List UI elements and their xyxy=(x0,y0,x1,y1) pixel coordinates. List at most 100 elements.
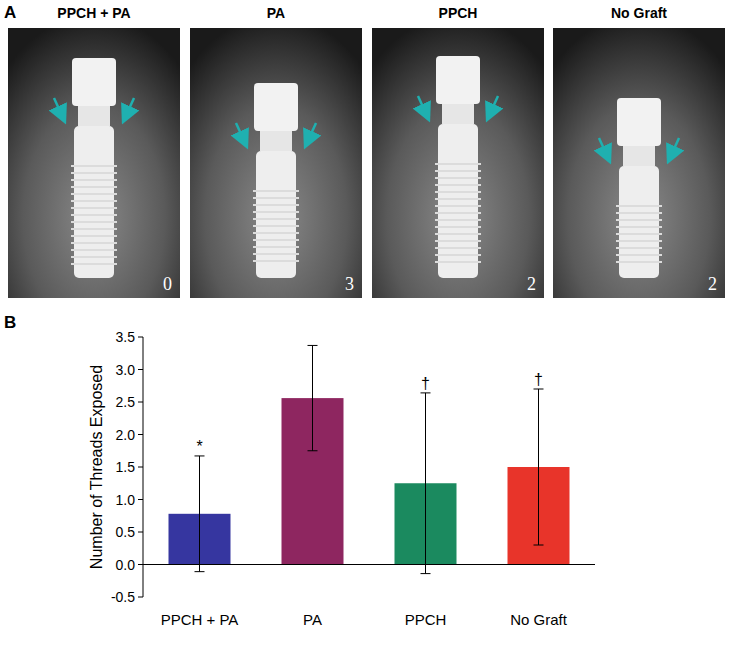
implant-thread xyxy=(71,242,117,244)
radiograph-title: PA xyxy=(267,5,285,21)
y-tick xyxy=(138,499,143,500)
implant-thread xyxy=(616,226,662,228)
implant-thread xyxy=(616,233,662,235)
implant-thread xyxy=(435,240,481,242)
implant-thread xyxy=(435,212,481,214)
radiograph-title: PPCH + PA xyxy=(57,5,130,21)
implant-thread xyxy=(71,179,117,181)
x-tick-label: PA xyxy=(303,611,322,628)
implant-thread xyxy=(435,226,481,228)
implant-thread xyxy=(616,205,662,207)
error-cap xyxy=(195,455,205,456)
arrow xyxy=(418,96,428,118)
threads-count: 2 xyxy=(708,274,717,294)
annotation: † xyxy=(534,371,543,388)
implant-thread xyxy=(435,184,481,186)
x-tick-label: PPCH + PA xyxy=(161,611,239,628)
y-tick xyxy=(138,337,143,338)
y-tick-label: 0.5 xyxy=(116,524,136,540)
panel-label: B xyxy=(4,313,16,332)
implant-neck xyxy=(78,106,110,126)
implant-thread xyxy=(71,193,117,195)
y-tick-label: 3.5 xyxy=(116,329,136,345)
annotation: † xyxy=(421,375,430,392)
implant-thread xyxy=(71,165,117,167)
arrow xyxy=(669,138,679,160)
error-cap xyxy=(308,450,318,451)
implant-thread xyxy=(435,198,481,200)
implant-thread xyxy=(71,249,117,251)
threads-count: 3 xyxy=(345,274,354,294)
y-tick-label: -0.5 xyxy=(111,589,135,605)
threads-count: 2 xyxy=(527,274,536,294)
implant-thread xyxy=(616,219,662,221)
implant-head xyxy=(436,56,480,104)
implant-thread xyxy=(253,260,299,262)
threads-count: 0 xyxy=(163,274,172,294)
implant-thread xyxy=(71,186,117,188)
y-tick xyxy=(138,402,143,403)
error-stem xyxy=(312,345,313,450)
radiograph xyxy=(8,28,180,298)
implant-thread xyxy=(616,254,662,256)
implant-thread xyxy=(253,239,299,241)
implant-thread xyxy=(253,190,299,192)
implant-thread xyxy=(435,233,481,235)
radiograph-title: PPCH xyxy=(439,5,478,21)
implant-thread xyxy=(253,204,299,206)
implant-thread xyxy=(435,170,481,172)
y-axis xyxy=(143,337,144,597)
implant-thread xyxy=(253,218,299,220)
implant-thread xyxy=(253,253,299,255)
error-stem xyxy=(199,456,200,572)
error-cap xyxy=(534,545,544,546)
y-tick xyxy=(138,532,143,533)
y-tick-label: 0.0 xyxy=(116,557,136,573)
implant-thread xyxy=(253,232,299,234)
y-axis-label: Number of Threads Exposed xyxy=(88,365,105,569)
implant-thread xyxy=(71,228,117,230)
implant-thread xyxy=(435,254,481,256)
error-bar xyxy=(534,389,544,545)
radiograph xyxy=(372,28,544,298)
implant-thread xyxy=(435,205,481,207)
implant-thread xyxy=(616,261,662,263)
implant-thread xyxy=(71,200,117,202)
radiograph xyxy=(190,28,362,298)
annotation: * xyxy=(196,438,202,455)
error-cap xyxy=(195,571,205,572)
implant-thread xyxy=(435,177,481,179)
y-tick-label: 1.5 xyxy=(116,459,136,475)
implant-thread xyxy=(71,256,117,258)
error-cap xyxy=(421,573,431,574)
x-tick-label: No Graft xyxy=(510,611,568,628)
implant-head xyxy=(617,98,661,146)
error-bar xyxy=(421,393,431,574)
marks xyxy=(169,345,570,573)
implant-thread xyxy=(253,197,299,199)
implant-thread xyxy=(435,163,481,165)
arrow xyxy=(124,98,134,120)
arrow xyxy=(236,123,246,145)
implant-body xyxy=(256,151,296,278)
y-tick xyxy=(138,564,143,565)
implant-neck xyxy=(442,104,474,124)
error-bar xyxy=(308,345,318,450)
implant-thread xyxy=(71,221,117,223)
y-tick xyxy=(138,597,143,598)
error-cap xyxy=(421,392,431,393)
implant-head xyxy=(72,58,116,106)
y-tick-label: 2.5 xyxy=(116,394,136,410)
implant-thread xyxy=(435,191,481,193)
y-tick-label: 2.0 xyxy=(116,427,136,443)
implant-thread xyxy=(253,211,299,213)
implant-thread xyxy=(616,240,662,242)
y-tick-label: 1.0 xyxy=(116,492,136,508)
x-axis xyxy=(143,564,595,565)
implant-thread xyxy=(71,207,117,209)
error-stem xyxy=(538,389,539,545)
implant-neck xyxy=(623,146,655,166)
implant-thread xyxy=(253,225,299,227)
implant-thread xyxy=(71,235,117,237)
y-tick xyxy=(138,434,143,435)
